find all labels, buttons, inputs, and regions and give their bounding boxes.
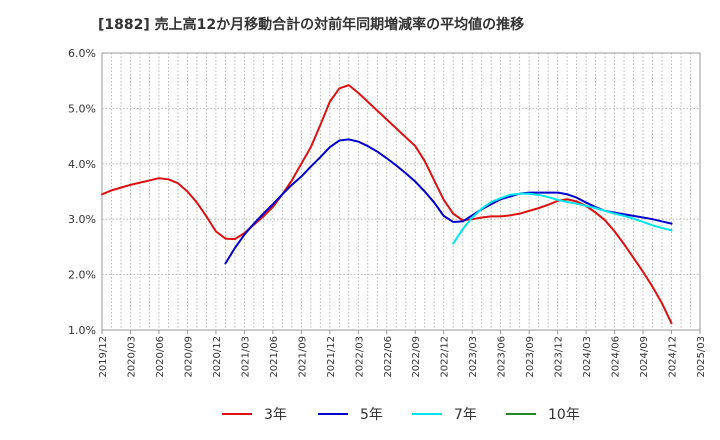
x-tick-label: 2024/09 <box>639 336 650 378</box>
y-tick-label: 2.0% <box>68 269 96 282</box>
x-tick-label: 2020/03 <box>126 336 137 378</box>
x-tick-label: 2021/12 <box>326 336 337 378</box>
series-line-3 <box>452 192 673 245</box>
x-tick-label: 2022/12 <box>440 336 451 378</box>
legend: 3年 5年 7年 10年 <box>222 407 580 423</box>
legend-label-3: 7年 <box>454 407 477 423</box>
x-tick-label: 2020/06 <box>155 336 166 378</box>
y-tick-label: 5.0% <box>68 102 96 115</box>
x-tick-label: 2021/09 <box>297 336 308 378</box>
x-tick-label: 2023/12 <box>554 336 565 378</box>
x-tick-label: 2021/06 <box>269 336 280 378</box>
y-tick-label: 6.0% <box>68 47 96 60</box>
axis-layer: 1.0% 2.0% 3.0% 4.0% 5.0% 6.0% 2019/12 2020/03 20… <box>68 47 707 378</box>
x-tick-label: 2023/09 <box>525 336 536 378</box>
series-line-2 <box>224 138 673 265</box>
grid-layer <box>101 52 701 331</box>
series-layer <box>101 84 673 325</box>
x-tick-label: 2023/06 <box>497 336 508 378</box>
x-tick-label: 2021/03 <box>240 336 251 378</box>
x-tick-label: 2020/12 <box>212 336 223 378</box>
legend-label-4: 10年 <box>548 407 580 423</box>
series-line-1 <box>101 84 673 325</box>
chart-title: [1882] 売上高12か月移動合計の対前年同期増減率の平均値の推移 <box>98 17 525 33</box>
x-tick-label: 2022/06 <box>383 336 394 378</box>
x-tick-label: 2019/12 <box>98 336 109 378</box>
y-tick-label: 4.0% <box>68 158 96 171</box>
plot-area <box>101 52 701 331</box>
x-tick-label: 2020/09 <box>183 336 194 378</box>
legend-label-1: 3年 <box>264 407 287 423</box>
y-tick-label: 1.0% <box>68 324 96 337</box>
x-tick-label: 2022/03 <box>354 336 365 378</box>
y-tick-label: 3.0% <box>68 213 96 226</box>
legend-label-2: 5年 <box>360 407 383 423</box>
x-tick-label: 2024/12 <box>668 336 679 378</box>
x-tick-label: 2023/03 <box>468 336 479 378</box>
x-tick-label: 2024/06 <box>611 336 622 378</box>
x-tick-label: 2025/03 <box>696 336 707 378</box>
x-tick-label: 2024/03 <box>582 336 593 378</box>
x-tick-label: 2022/09 <box>411 336 422 378</box>
